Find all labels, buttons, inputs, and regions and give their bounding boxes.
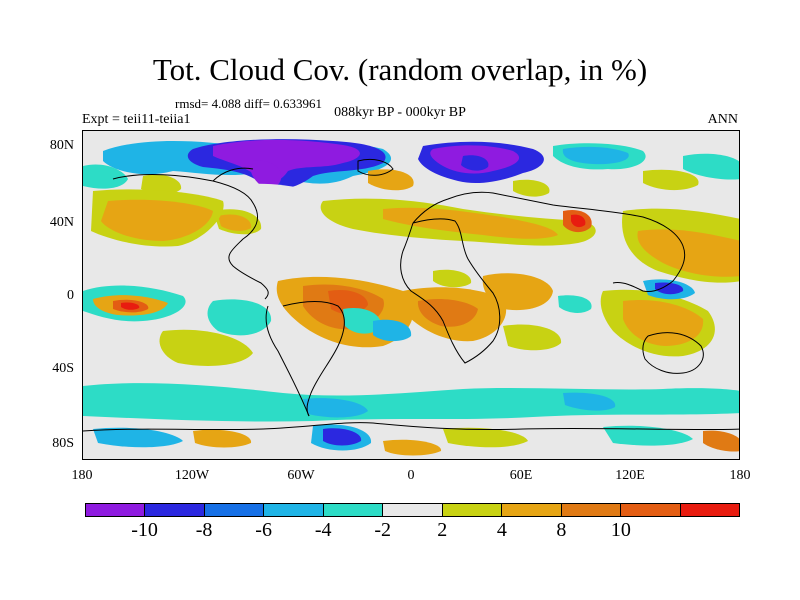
colorbar bbox=[85, 503, 740, 517]
x-tick-0: 0 bbox=[407, 468, 415, 483]
colorbar-box bbox=[621, 504, 681, 516]
y-tick-80n: 80N bbox=[49, 138, 74, 153]
colorbar-label: -4 bbox=[314, 519, 332, 541]
colorbar-box bbox=[383, 504, 443, 516]
rmsd-diff-stats: rmsd= 4.088 diff= 0.633961 bbox=[175, 96, 322, 111]
southern-anomalies bbox=[83, 324, 739, 459]
colorbar-label: 10 bbox=[610, 519, 631, 541]
colorbar-box bbox=[145, 504, 205, 516]
cloud-cover-difference-map bbox=[82, 130, 740, 460]
colorbar-label: -6 bbox=[255, 519, 272, 541]
colorbar-label: 2 bbox=[437, 519, 448, 541]
colorbar-label: -8 bbox=[195, 519, 213, 541]
period-label: 088kyr BP - 000kyr BP bbox=[334, 105, 466, 120]
colorbar-label: 4 bbox=[496, 519, 507, 541]
x-tick-60e: 60E bbox=[509, 468, 533, 483]
colorbar-box bbox=[204, 504, 265, 516]
season-label: ANN bbox=[707, 112, 738, 127]
x-tick-60w: 60W bbox=[287, 468, 315, 483]
colorbar-box bbox=[502, 504, 562, 516]
y-tick-80s: 80S bbox=[52, 436, 74, 451]
x-tick-120w: 120W bbox=[174, 468, 210, 483]
y-tick-40n: 40N bbox=[49, 215, 74, 230]
colorbar-box bbox=[442, 504, 503, 516]
map-title: Tot. Cloud Cov. (random overlap, in %) bbox=[152, 52, 648, 87]
colorbar-box bbox=[561, 504, 622, 516]
coastlines bbox=[83, 158, 739, 432]
colorbar-label: 8 bbox=[556, 519, 567, 541]
y-tick-40s: 40S bbox=[52, 361, 74, 376]
northern-positive-anomalies bbox=[141, 169, 699, 197]
experiment-label: Expt = teii11-teiia1 bbox=[82, 112, 191, 127]
arctic-negative-anomalies bbox=[83, 139, 739, 189]
colorbar-box bbox=[264, 504, 324, 516]
midlatitude-anomalies bbox=[91, 183, 739, 283]
tropical-anomalies bbox=[83, 269, 715, 357]
colorbar-box bbox=[680, 504, 739, 516]
colorbar-label: -2 bbox=[374, 519, 392, 541]
x-tick-120e: 120E bbox=[615, 468, 645, 483]
y-tick-0: 0 bbox=[67, 288, 74, 303]
colorbar-box bbox=[86, 504, 146, 516]
x-tick-180w: 180 bbox=[71, 468, 93, 483]
colorbar-label: -10 bbox=[131, 519, 158, 541]
x-tick-180e: 180 bbox=[729, 468, 751, 483]
colorbar-box bbox=[323, 504, 384, 516]
